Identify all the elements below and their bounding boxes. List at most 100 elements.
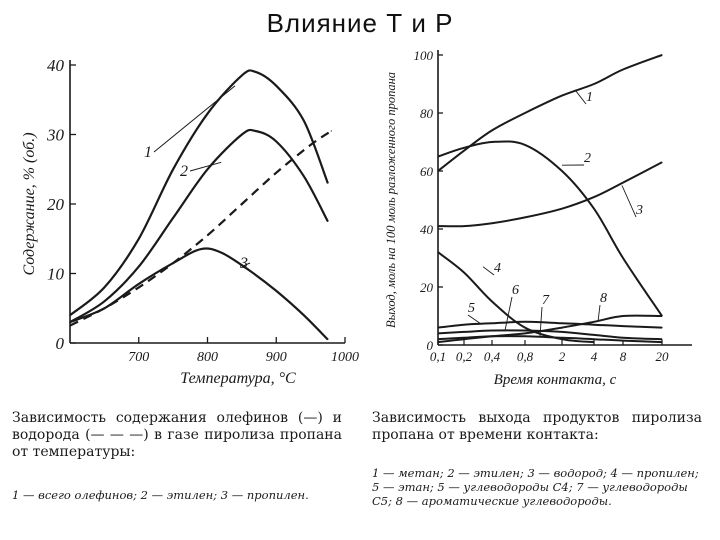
right-series-line-8 [437,314,663,344]
right-series-line-2 [437,140,663,317]
left-series-label-3: 3 [239,255,248,272]
left-data-point [200,248,202,250]
right-data-point [524,144,526,146]
right-y-tick-label: 0 [427,338,434,353]
left-y-tick-label: 40 [47,56,65,75]
left-x-tick-label: 800 [197,350,218,365]
right-x-tick-label: 4 [591,349,598,364]
right-x-tick-label: 8 [620,349,627,364]
right-data-point [622,257,624,259]
right-data-point [561,208,563,210]
left-data-point [255,71,257,73]
right-data-point [437,338,439,340]
left-x-axis-label: Температура, °С [180,370,296,387]
right-data-point [661,315,663,317]
right-y-axis-label: Выход, моль на 100 моль разложенного про… [384,72,398,328]
right-series-label-8: 8 [600,291,607,306]
right-data-point [524,332,526,334]
left-data-point [138,265,140,268]
left-leader-line-1 [153,85,236,153]
right-series-label-7: 7 [542,293,550,308]
right-legend-note: 1 — метан; 2 — этилен; 3 — водород; 4 — … [372,466,702,508]
right-x-tick-label: 0,1 [430,349,446,364]
left-series-label-1: 1 [144,144,152,161]
right-data-point [491,222,493,224]
right-series-line-3 [437,161,663,228]
right-data-point [561,338,563,340]
right-data-point [463,271,465,274]
left-x-tick-label: 900 [266,350,287,365]
left-data-point [69,325,71,327]
right-data-point [661,54,663,56]
left-series-line-2 [69,128,329,324]
right-caption: Зависимость выхода продуктов пиролиза пр… [372,410,702,444]
left-caption-text: Зависимость содержания олефинов (—) и во… [12,410,342,460]
right-data-point [491,329,493,332]
left-data-point [330,130,332,132]
right-data-point [561,322,563,324]
right-data-point [491,335,493,337]
right-data-point [593,321,595,323]
left-series-line-1 [69,69,329,317]
right-data-point [463,225,465,227]
right-leader-line-1 [574,89,587,105]
right-data-point [437,332,439,334]
right-data-point [463,338,465,340]
right-series-label-6: 6 [512,283,519,298]
left-data-point [138,286,140,288]
right-x-tick-label: 0,4 [484,349,501,364]
left-data-point [327,220,329,222]
right-data-point [622,340,624,342]
left-data-point [172,168,174,170]
right-series-label-5: 5 [468,301,475,316]
left-data-point [69,321,71,323]
right-data-point [593,334,595,336]
right-data-point [437,225,439,227]
right-data-point [561,331,563,333]
left-data-point [241,74,243,77]
left-data-point [103,286,105,288]
right-series-label-3: 3 [635,203,643,218]
left-data-point [138,238,140,240]
left-data-point [310,144,312,146]
left-legend-note-text: 1 — всего олефинов; 2 — этилен; 3 — проп… [12,488,309,502]
right-data-point [593,338,595,340]
right-data-point [593,341,595,343]
right-data-point [463,150,465,152]
right-data-point [524,327,526,329]
right-data-point [622,325,624,327]
right-data-point [463,337,465,339]
right-data-point [524,112,526,114]
right-series-line-7 [437,335,663,344]
left-leader-line-2 [189,161,222,172]
right-data-point [661,338,663,340]
left-data-point [255,130,257,132]
right-data-point [491,141,493,143]
right-data-point [561,95,563,97]
left-data-point [69,314,71,316]
left-data-point [275,290,277,292]
left-data-point [172,217,174,219]
right-data-point [622,337,624,339]
right-data-point [491,300,493,303]
left-data-point [138,283,140,285]
left-data-point [303,314,305,316]
left-y-tick-label: 10 [47,265,65,284]
right-data-point [524,321,526,323]
right-leader-line-7 [539,306,543,337]
right-x-tick-label: 2 [559,349,566,364]
right-leader-line-4 [482,266,495,276]
right-y-tick-label: 60 [420,164,434,179]
right-data-point [463,331,465,333]
right-x-tick-label: 0,8 [517,349,534,364]
right-y-tick-label: 80 [420,106,434,121]
right-data-point [561,337,563,339]
right-data-point [593,324,595,326]
right-leader-line-5 [467,314,481,324]
right-x-tick-label: 0,2 [456,349,473,364]
right-leader-line-8 [597,304,601,322]
right-legend-note-text: 1 — метан; 2 — этилен; 3 — водород; 4 — … [372,466,699,508]
left-x-tick-label: 700 [128,350,149,365]
right-y-tick-label: 20 [420,280,434,295]
right-data-point [622,68,624,71]
